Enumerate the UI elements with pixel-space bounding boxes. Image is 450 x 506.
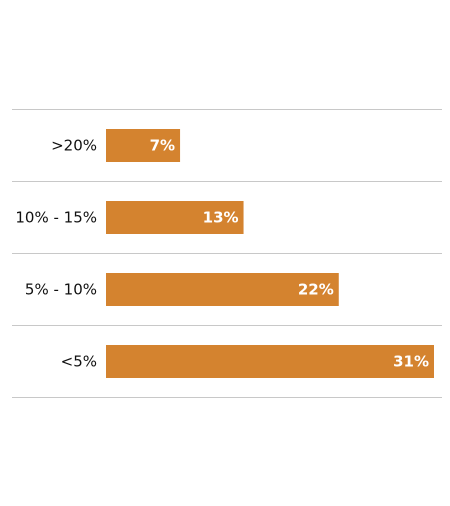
category-label: 10% - 15% [15,209,97,227]
category-label: 5% - 10% [25,281,97,299]
category-labels: >20% 10% - 15% 5% - 10% <5% [15,137,97,371]
value-labels: 7% 13% 22% 31% [150,137,429,371]
bar [106,201,244,234]
category-label: <5% [61,353,97,371]
bar [106,129,181,162]
bar [106,273,339,306]
row-separators [12,109,442,398]
category-label: >20% [51,137,97,155]
bar-value-label: 7% [150,137,175,155]
bar-value-label: 31% [393,353,429,371]
bar-value-label: 22% [298,281,334,299]
bar-value-label: 13% [203,209,239,227]
bars-group [106,129,434,378]
bar [106,345,434,378]
